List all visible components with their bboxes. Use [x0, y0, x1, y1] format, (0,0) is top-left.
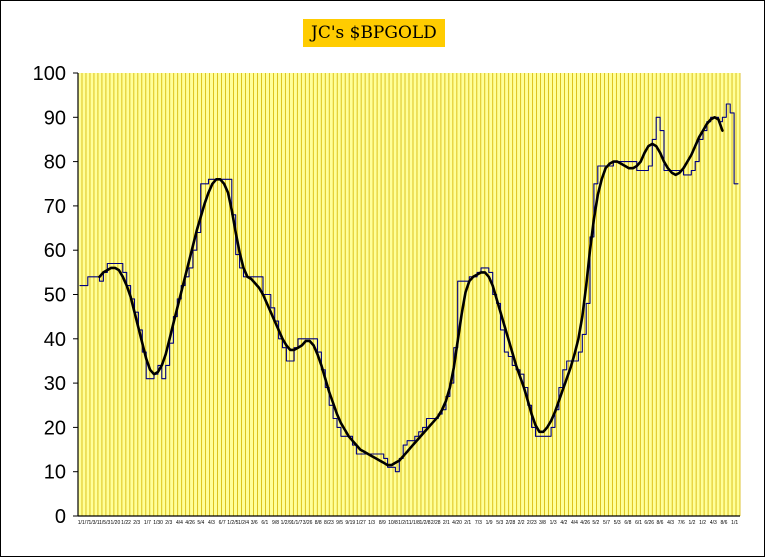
- x-tick-label: 5/3: [496, 520, 503, 526]
- x-tick-label: 1/2/1: [398, 520, 409, 526]
- x-tick-label: 6/7: [219, 520, 226, 526]
- x-tick-label: 1/3: [550, 520, 557, 526]
- x-tick-label: 2/3: [165, 520, 172, 526]
- x-tick-label: 1/1/7: [78, 520, 89, 526]
- x-tick-label: 4/3: [667, 520, 674, 526]
- x-tick-label: 5/3: [614, 520, 621, 526]
- x-tick-label: 4/4: [571, 520, 578, 526]
- y-tick-label: 60: [44, 240, 66, 262]
- x-tick-label: 1/5/3: [99, 520, 110, 526]
- x-tick-label: 4/26: [580, 520, 590, 526]
- x-tick-label: 1/2/8: [419, 520, 430, 526]
- y-tick-label: 0: [55, 506, 66, 528]
- x-tick-label: 10/8: [388, 520, 398, 526]
- y-tick-label: 30: [44, 373, 66, 395]
- x-tick-label: 6/26: [644, 520, 654, 526]
- x-tick-label: 1/1/7: [291, 520, 302, 526]
- x-tick-label: 2/28: [431, 520, 441, 526]
- x-tick-label: 2/28: [506, 520, 516, 526]
- chart-title: JC's $BPGOLD: [303, 19, 445, 47]
- x-tick-label: 9/5: [336, 520, 343, 526]
- x-tick-label: 1/1/8: [409, 520, 420, 526]
- y-tick-label: 80: [44, 152, 66, 174]
- x-tick-label: 5/4: [197, 520, 204, 526]
- x-tick-label: 1/2: [699, 520, 706, 526]
- x-tick-label: 2/23: [527, 520, 537, 526]
- x-tick-label: 2/1: [464, 520, 471, 526]
- x-tick-label: 1/27: [356, 520, 366, 526]
- x-tick-label: 7/3: [475, 520, 482, 526]
- x-tick-label: 2/1: [443, 520, 450, 526]
- x-tick-label: 1/1: [731, 520, 738, 526]
- x-tick-label: 7/6: [678, 520, 685, 526]
- x-tick-label: 4/2: [560, 520, 567, 526]
- x-tick-label: 1/22: [121, 520, 131, 526]
- x-tick-label: 6/1: [261, 520, 268, 526]
- y-tick-label: 100: [33, 63, 66, 85]
- x-tick-label: 1/2/4: [238, 520, 249, 526]
- x-tick-label: 1/7: [144, 520, 151, 526]
- x-tick-label: 1/9: [486, 520, 493, 526]
- x-tick-label: 1/2: [688, 520, 695, 526]
- series-line-raw: [79, 103, 739, 473]
- x-tick-label: 8/6: [656, 520, 663, 526]
- x-tick-label: 3/6: [251, 520, 258, 526]
- x-tick-label: 1/3: [368, 520, 375, 526]
- x-tick-label: 4/4: [176, 520, 183, 526]
- x-tick-label: 2/2: [518, 520, 525, 526]
- x-tick-label: 4/3: [208, 520, 215, 526]
- y-tick-label: 10: [44, 462, 66, 484]
- x-tick-label: 3/26: [303, 520, 313, 526]
- x-tick-label: 8/6: [721, 520, 728, 526]
- y-tick-label: 90: [44, 107, 66, 129]
- x-tick-label: 1/2/5: [227, 520, 238, 526]
- x-tick-label: 6/1: [635, 520, 642, 526]
- x-tick-label: 1/30: [153, 520, 163, 526]
- x-tick-label: 2/3: [133, 520, 140, 526]
- y-tick-label: 50: [44, 285, 66, 307]
- x-tick-label: 8/23: [324, 520, 334, 526]
- x-tick-label: 4/20: [452, 520, 462, 526]
- x-tick-label: 3/8: [539, 520, 546, 526]
- x-tick-label: 8/8: [315, 520, 322, 526]
- x-tick-label: 4/26: [185, 520, 195, 526]
- x-tick-label: 1/2/9: [281, 520, 292, 526]
- x-tick-label: 4/3: [710, 520, 717, 526]
- x-tick-label: 8/9: [379, 520, 386, 526]
- x-tick-label: 9/19: [345, 520, 355, 526]
- x-tick-label: 5/7: [603, 520, 610, 526]
- y-tick-label: 70: [44, 196, 66, 218]
- y-tick-label: 20: [44, 417, 66, 439]
- x-tick-label: 1/3/1: [88, 520, 99, 526]
- x-tick-label: 6/8: [624, 520, 631, 526]
- x-tick-label: 9/8: [272, 520, 279, 526]
- x-tick-label: 1/20: [111, 520, 121, 526]
- y-tick-label: 40: [44, 329, 66, 351]
- x-tick-label: 5/2: [592, 520, 599, 526]
- series-line-smoothed: [98, 116, 724, 467]
